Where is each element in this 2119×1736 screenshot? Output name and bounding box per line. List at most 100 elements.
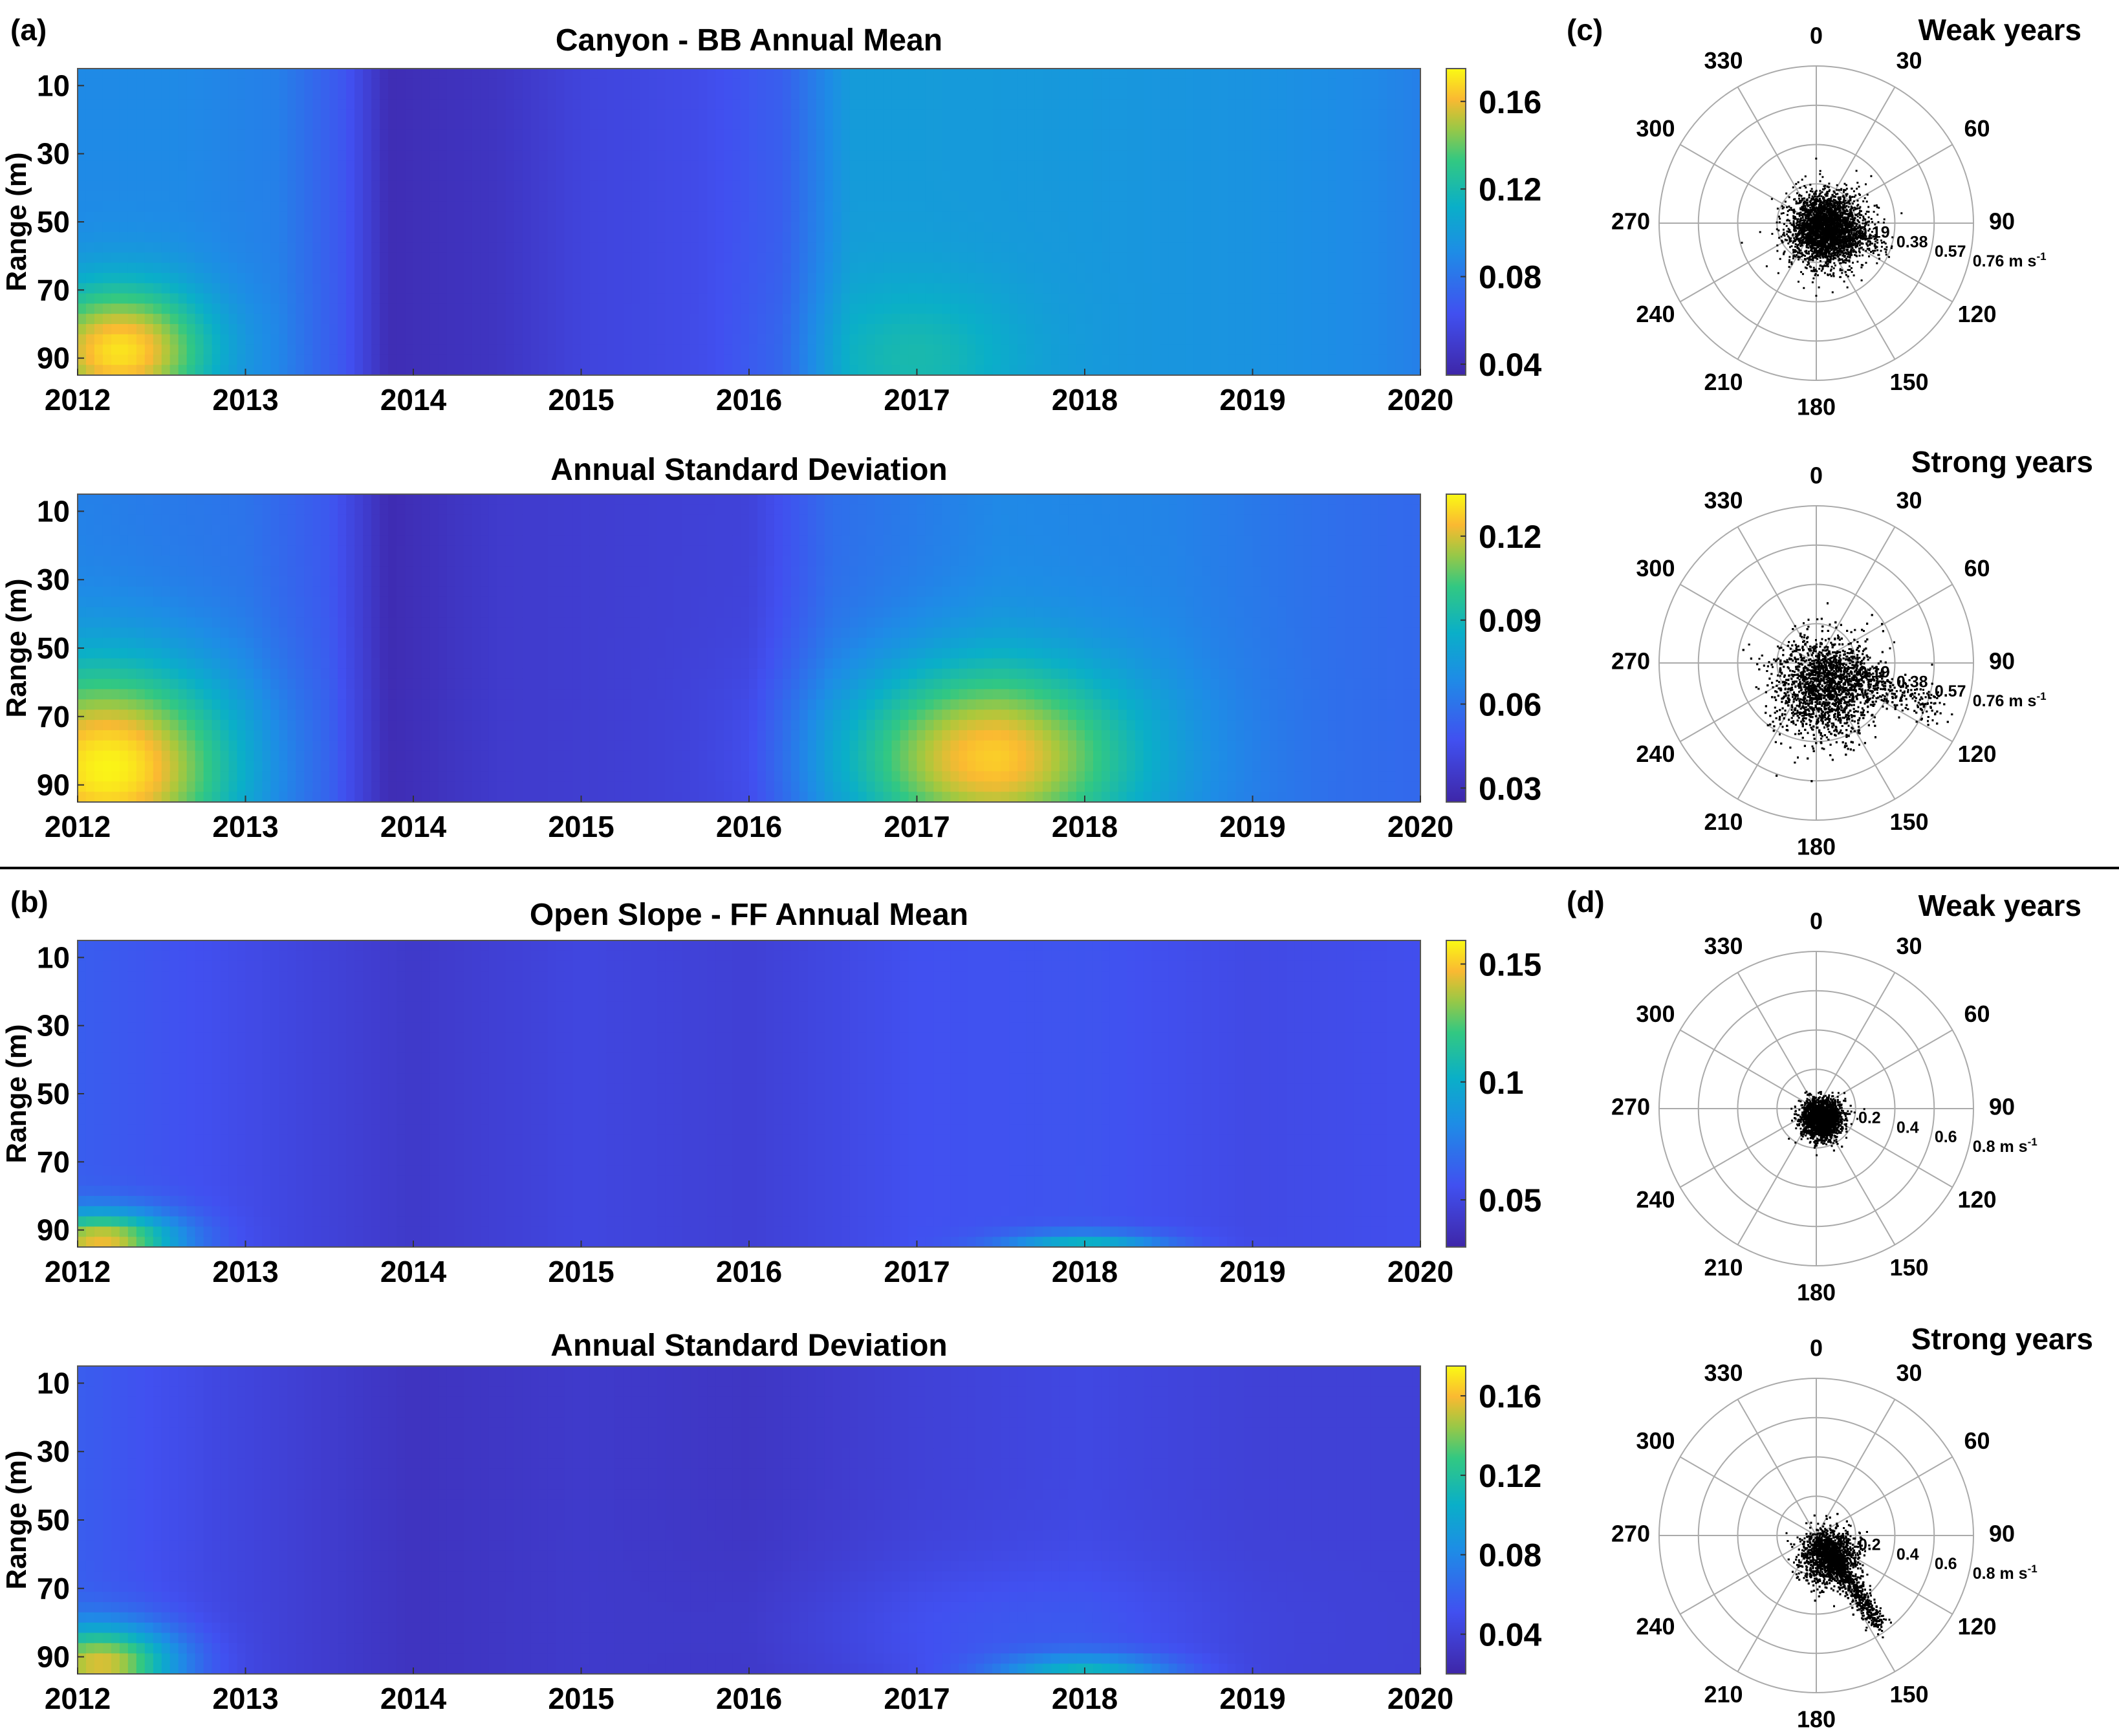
heatmap-cell	[246, 354, 255, 365]
heatmap-cell	[422, 99, 431, 110]
heatmap-cell	[447, 89, 456, 100]
heatmap-cell	[111, 263, 120, 274]
heatmap-cell	[749, 171, 758, 182]
heatmap-cell	[229, 130, 238, 141]
heatmap-cell	[816, 294, 825, 305]
heatmap-cell	[254, 222, 263, 233]
heatmap-cell	[329, 120, 338, 131]
heatmap-cell	[439, 201, 448, 212]
heatmap-cell	[581, 273, 591, 284]
heatmap-cell	[732, 345, 741, 356]
heatmap-cell	[380, 212, 389, 222]
heatmap-cell	[699, 99, 708, 110]
heatmap-cell	[128, 303, 137, 314]
heatmap-cell	[657, 109, 666, 120]
heatmap-cell	[103, 334, 112, 345]
heatmap-cell	[1060, 212, 1069, 222]
heatmap-cell	[1102, 232, 1111, 243]
heatmap-cell	[816, 324, 825, 335]
heatmap-cell	[799, 222, 809, 233]
heatmap-cell	[329, 150, 338, 161]
heatmap-cell	[699, 109, 708, 120]
heatmap-cell	[380, 99, 389, 110]
heatmap-cell	[329, 89, 338, 100]
heatmap-cell	[86, 283, 95, 294]
heatmap-cell	[497, 120, 506, 131]
heatmap-cell	[858, 314, 867, 325]
heatmap-cell	[1043, 222, 1052, 233]
heatmap-cell	[120, 79, 129, 90]
heatmap-cell	[397, 354, 406, 365]
heatmap-cell	[1127, 181, 1136, 192]
heatmap-cell	[221, 222, 230, 233]
heatmap-cell	[1085, 365, 1094, 376]
heatmap-cell	[950, 334, 959, 345]
heatmap-cell	[917, 334, 926, 345]
heatmap-cell	[774, 252, 783, 263]
heatmap-cell	[354, 365, 364, 376]
heatmap-cell	[1051, 294, 1060, 305]
heatmap-cell	[640, 130, 649, 141]
heatmap-cell	[816, 109, 825, 120]
heatmap-cell	[606, 171, 615, 182]
heatmap-cell	[657, 69, 666, 80]
heatmap-cell	[523, 222, 532, 233]
heatmap-cell	[506, 99, 515, 110]
heatmap-cell	[455, 324, 464, 335]
heatmap-cell	[657, 120, 666, 131]
heatmap-cell	[925, 252, 934, 263]
heatmap-cell	[623, 294, 632, 305]
heatmap-cell	[321, 365, 330, 376]
heatmap-cell	[1144, 314, 1153, 325]
heatmap-cell	[497, 109, 506, 120]
heatmap-cell	[422, 191, 431, 202]
heatmap-cell	[909, 252, 918, 263]
heatmap-cell	[1017, 303, 1027, 314]
heatmap-cell	[195, 324, 204, 335]
heatmap-cell	[430, 89, 439, 100]
heatmap-cell	[648, 263, 657, 274]
heatmap-cell	[732, 120, 741, 131]
heatmap-cell	[354, 99, 364, 110]
heatmap-cell	[833, 252, 842, 263]
heatmap-cell	[682, 201, 691, 212]
heatmap-cell	[565, 171, 574, 182]
heatmap-cell	[153, 314, 162, 325]
heatmap-cell	[221, 140, 230, 151]
heatmap-cell	[270, 273, 279, 284]
heatmap-cell	[120, 334, 129, 345]
heatmap-cell	[187, 201, 196, 212]
heatmap-cell	[783, 99, 792, 110]
heatmap-cell	[774, 89, 783, 100]
heatmap-cell	[221, 201, 230, 212]
heatmap-cell	[204, 243, 213, 254]
heatmap-cell	[237, 130, 246, 141]
heatmap-cell	[614, 120, 624, 131]
heatmap-cell	[808, 273, 817, 284]
heatmap-cell	[221, 181, 230, 192]
heatmap-cell	[673, 273, 682, 284]
heatmap-cell	[984, 171, 993, 182]
heatmap-cell	[1076, 243, 1085, 254]
heatmap-cell	[925, 334, 934, 345]
heatmap-cell	[1009, 150, 1018, 161]
heatmap-cell	[1001, 212, 1010, 222]
heatmap-cell	[514, 130, 523, 141]
heatmap-cell	[1118, 252, 1127, 263]
heatmap-cell	[975, 345, 984, 356]
heatmap-cell	[338, 222, 347, 233]
heatmap-cell	[539, 334, 549, 345]
heatmap-cell	[94, 263, 103, 274]
heatmap-cell	[690, 314, 699, 325]
heatmap-cell	[1152, 345, 1161, 356]
heatmap-cell	[506, 79, 515, 90]
heatmap-cell	[380, 314, 389, 325]
heatmap-cell	[287, 160, 296, 171]
heatmap-cell	[1144, 273, 1153, 284]
heatmap-cell	[195, 294, 204, 305]
heatmap-cell	[875, 243, 884, 254]
heatmap-cell	[1144, 222, 1153, 233]
heatmap-cell	[237, 263, 246, 274]
heatmap-cell	[900, 314, 909, 325]
heatmap-cell	[1152, 109, 1161, 120]
